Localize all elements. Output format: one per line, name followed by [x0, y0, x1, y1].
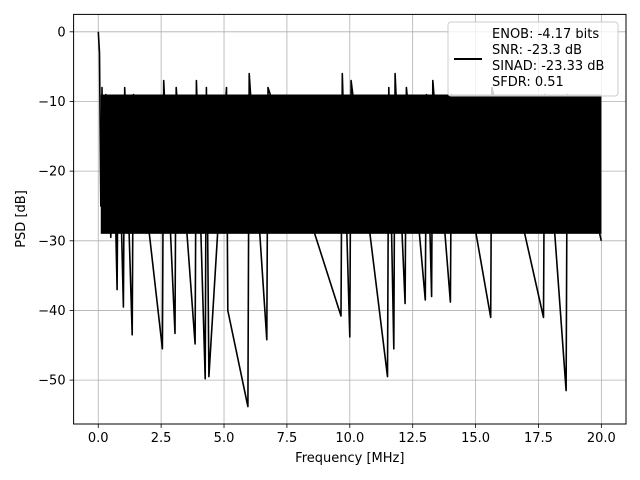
legend-entry-snr: SNR: -23.3 dB [492, 43, 582, 58]
legend-entry-sinad: SINAD: -23.33 dB [492, 59, 604, 74]
x-axis-ticks: 0.0 2.5 5.0 7.5 10.0 12.5 15.0 17.5 20.0 [88, 424, 616, 446]
psd-line [97, 31, 603, 408]
y-tick-label: −40 [38, 304, 65, 319]
y-tick-label: −30 [38, 234, 65, 249]
x-tick-label: 5.0 [214, 431, 235, 446]
legend: ENOB: -4.17 bits SNR: -23.3 dB SINAD: -2… [447, 21, 619, 97]
legend-entry-sfdr: SFDR: 0.51 [492, 75, 564, 90]
y-axis-ticks: 0 −10 −20 −30 −40 −50 [38, 25, 74, 389]
y-tick-label: −10 [38, 95, 65, 110]
y-axis-label: PSD [dB] [14, 190, 29, 248]
y-tick-label: −20 [38, 165, 65, 180]
x-tick-label: 15.0 [461, 431, 490, 446]
legend-entry-enob: ENOB: -4.17 bits [492, 27, 599, 42]
legend-box [447, 21, 619, 97]
x-tick-label: 12.5 [398, 431, 427, 446]
x-tick-label: 2.5 [151, 431, 172, 446]
x-tick-label: 20.0 [587, 431, 616, 446]
x-tick-label: 17.5 [524, 431, 553, 446]
x-axis-label: Frequency [MHz] [295, 451, 404, 466]
x-tick-label: 7.5 [277, 431, 298, 446]
y-tick-label: 0 [57, 25, 65, 40]
data-series [97, 31, 603, 408]
x-tick-label: 10.0 [335, 431, 364, 446]
x-tick-label: 0.0 [88, 431, 109, 446]
y-tick-label: −50 [38, 374, 65, 389]
